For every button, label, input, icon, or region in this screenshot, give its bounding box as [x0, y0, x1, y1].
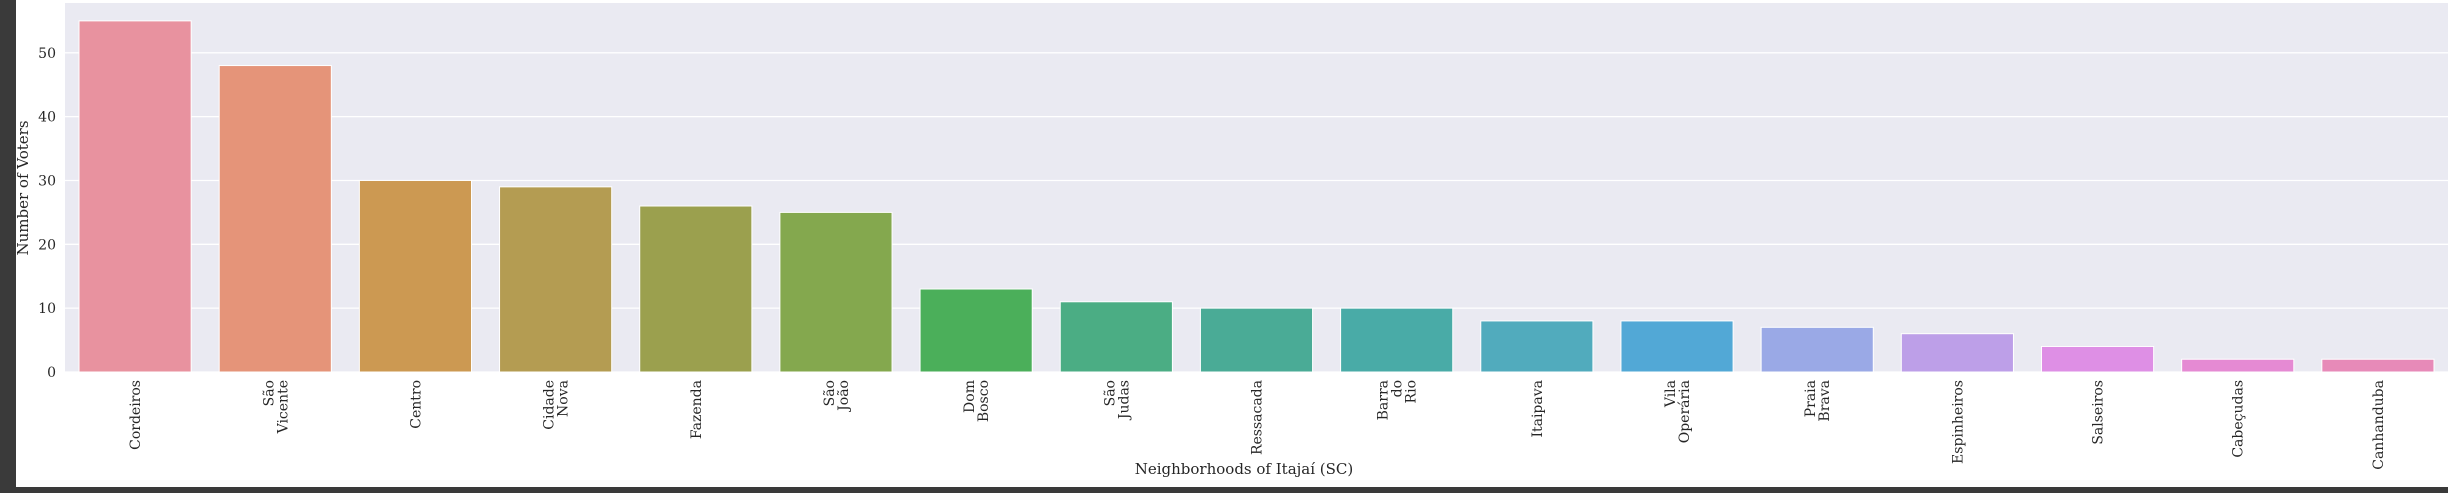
- bar-barra-do-rio: [1340, 307, 1454, 373]
- bar-cordeiros: [78, 20, 192, 373]
- x-tick-label: Ressacada: [1250, 380, 1266, 455]
- bar-ressacada: [1199, 307, 1314, 373]
- x-tick-label: Fazenda: [689, 380, 705, 439]
- bar-itaipava: [1480, 320, 1594, 373]
- x-tick-label: BarradoRio: [1376, 380, 1420, 420]
- bar-praia-brava: [1760, 326, 1874, 373]
- y-tick-label: 0: [47, 365, 56, 381]
- x-tick-label: Canhanduba: [2371, 380, 2387, 470]
- x-tick-label: VilaOperária: [1663, 380, 1693, 443]
- x-axis-ticks: Cordeiros SãoVicente Centro CidadeNova Fazen…: [128, 380, 2387, 470]
- bar-chart: 0 10 20 30 40 50 Cordeiros SãoVicente Centro Cid…: [16, 3, 2448, 478]
- x-tick-label: Cabeçudas: [2231, 380, 2247, 458]
- bar-centro: [358, 179, 473, 373]
- y-axis-ticks: 0 10 20 30 40 50: [38, 46, 56, 381]
- bars: [78, 20, 2435, 373]
- bar-salseiros: [2040, 345, 2155, 373]
- bar-cabecudas: [2181, 358, 2295, 373]
- x-tick-label: Cordeiros: [128, 380, 144, 450]
- x-tick-label: PraiaBrava: [1803, 380, 1833, 422]
- y-tick-label: 20: [38, 237, 56, 253]
- bar-espinheiros: [1900, 333, 2014, 373]
- bar-sao-judas: [1059, 301, 1173, 373]
- x-tick-label: Centro: [408, 380, 424, 429]
- y-tick-label: 50: [38, 46, 56, 62]
- x-tick-label: CidadeNova: [542, 380, 572, 430]
- bar-sao-joao: [779, 211, 893, 373]
- bar-canhanduba: [2321, 358, 2435, 373]
- bar-vila-operaria: [1620, 320, 1734, 373]
- y-tick-label: 40: [38, 110, 56, 126]
- x-tick-label: SãoJudas: [1102, 380, 1132, 421]
- bar-fazenda: [639, 205, 753, 373]
- bar-dom-bosco: [919, 288, 1033, 373]
- y-axis-label: Number of Voters: [16, 120, 32, 255]
- y-tick-label: 30: [38, 173, 56, 189]
- x-tick-label: SãoVicente: [261, 380, 291, 434]
- x-tick-label: DomBosco: [962, 380, 992, 422]
- bar-cidade-nova: [499, 186, 613, 373]
- x-tick-label: Salseiros: [2091, 380, 2107, 445]
- y-tick-label: 10: [38, 301, 56, 317]
- x-tick-label: Itaipava: [1530, 380, 1546, 438]
- x-tick-label: Espinheiros: [1950, 380, 1966, 464]
- bar-sao-vicente: [218, 65, 332, 373]
- x-tick-label: SãoJoão: [822, 380, 852, 413]
- chart-figure: 0 10 20 30 40 50 Cordeiros SãoVicente Centro Cid…: [16, 0, 2448, 487]
- x-axis-label: Neighborhoods of Itajaí (SC): [1135, 460, 1354, 478]
